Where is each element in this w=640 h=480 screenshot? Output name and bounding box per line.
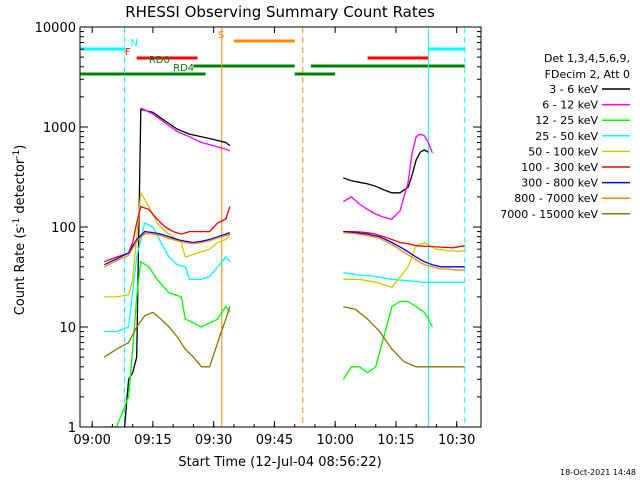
y-tick-label: 1 bbox=[68, 421, 76, 436]
series-line-0 bbox=[123, 108, 231, 428]
y-tick-label: 10000 bbox=[35, 21, 76, 36]
x-tick-label: 10:00 bbox=[316, 433, 353, 448]
footer-date: 18-Oct-2021 14:48 bbox=[560, 468, 636, 477]
legend-entry-label: 6 - 12 keV bbox=[542, 99, 598, 112]
x-tick-label: 09:30 bbox=[195, 433, 232, 448]
legend-entry-label: 300 - 800 keV bbox=[521, 177, 598, 190]
series-line-5 bbox=[343, 230, 465, 249]
legend-entry-label: 50 - 100 keV bbox=[528, 145, 598, 158]
x-tick-label: 09:45 bbox=[256, 433, 293, 448]
series-line-1 bbox=[140, 107, 231, 152]
chart-title: RHESSI Observing Summary Count Rates bbox=[125, 3, 435, 21]
y-tick-label: 1000 bbox=[43, 121, 76, 136]
y-tick-label: 100 bbox=[51, 221, 76, 236]
y-axis-label: Count Rate (s-1 detector-1) bbox=[12, 145, 28, 316]
legend-entry-label: 3 - 6 keV bbox=[549, 83, 598, 96]
series-line-3 bbox=[343, 271, 465, 283]
series-line-4 bbox=[104, 190, 231, 298]
legend-header-line1: Det 1,3,4,5,6,9, bbox=[544, 52, 630, 65]
series-line-1 bbox=[342, 133, 434, 220]
series-line-2 bbox=[342, 300, 433, 380]
series-line-3 bbox=[104, 221, 231, 333]
series-line-7 bbox=[343, 231, 465, 271]
legend-entry-label: 100 - 300 keV bbox=[521, 161, 598, 174]
y-axis-label-sup1: -1 bbox=[12, 218, 22, 227]
y-axis-label-part3: ) bbox=[13, 145, 28, 150]
flag-label-n: N bbox=[131, 38, 138, 49]
y-tick-label: 10 bbox=[59, 321, 76, 336]
x-tick-label: 10:30 bbox=[438, 433, 475, 448]
x-axis-label: Start Time (12-Jul-04 08:56:22) bbox=[178, 455, 381, 470]
series-line-7 bbox=[104, 232, 231, 268]
legend: Det 1,3,4,5,6,9, FDecim 2, Att 0 3 - 6 k… bbox=[500, 52, 630, 221]
flag-label-rd0: RD0 bbox=[149, 55, 170, 66]
series-line-0 bbox=[343, 149, 429, 194]
series-line-6 bbox=[104, 230, 231, 266]
series-line-8 bbox=[103, 306, 231, 368]
legend-entry-label: 25 - 50 keV bbox=[535, 130, 598, 143]
series-lines bbox=[103, 107, 465, 428]
x-tick-label: 09:15 bbox=[134, 433, 171, 448]
series-line-5 bbox=[104, 205, 231, 263]
legend-header-line2: FDecim 2, Att 0 bbox=[545, 68, 630, 81]
flag-label-rd4: RD4 bbox=[173, 63, 194, 74]
y-axis-label-sup2: -1 bbox=[12, 150, 22, 159]
flag-label-s: S bbox=[218, 30, 224, 41]
series-line-6 bbox=[343, 230, 465, 268]
y-ticks: 1 10 100 1000 10000 bbox=[35, 21, 481, 436]
y-axis-label-part2: detector bbox=[13, 158, 28, 218]
x-ticks: 09:00 09:15 09:30 09:45 10:00 10:15 10:30 bbox=[73, 27, 475, 448]
series-line-8 bbox=[343, 305, 465, 368]
x-tick-label: 10:15 bbox=[377, 433, 414, 448]
y-axis-label-part1: Count Rate (s bbox=[13, 227, 28, 316]
series-line-2 bbox=[104, 260, 231, 428]
legend-entry-label: 800 - 7000 keV bbox=[514, 192, 598, 205]
legend-entry-label: 12 - 25 keV bbox=[535, 114, 598, 127]
flag-label-f: F bbox=[125, 47, 131, 58]
x-tick-label: 09:00 bbox=[73, 433, 110, 448]
legend-entry-label: 7000 - 15000 keV bbox=[500, 208, 598, 221]
